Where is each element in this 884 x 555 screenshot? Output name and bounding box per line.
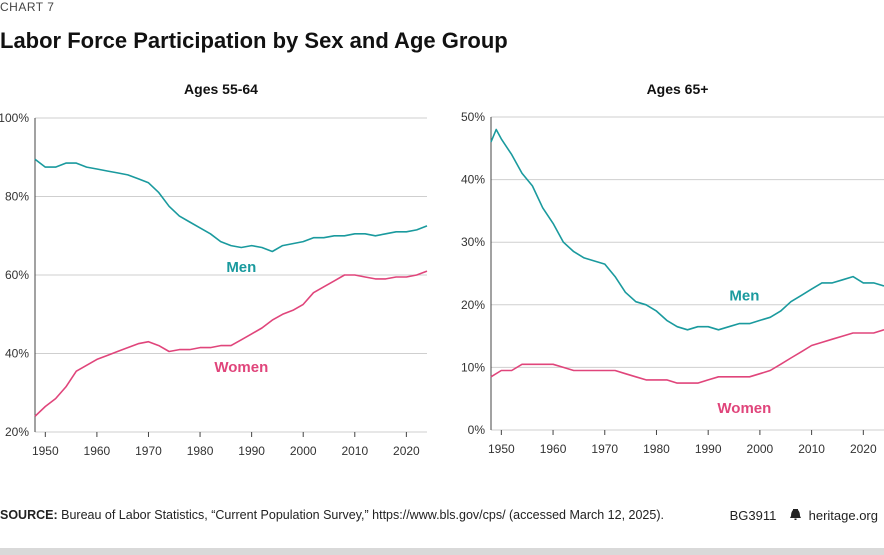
y-tick-label: 80%	[5, 190, 29, 204]
report-id: BG3911	[729, 508, 777, 523]
series-label-men: Men	[729, 287, 759, 304]
y-tick-label: 40%	[461, 173, 485, 187]
x-tick-label: 1950	[488, 442, 515, 456]
series-line-women	[34, 270, 428, 417]
x-tick-label: 1960	[84, 444, 111, 458]
x-tick-label: 1970	[591, 442, 618, 456]
y-tick-label: 10%	[461, 360, 485, 374]
series-label-women: Women	[214, 359, 268, 376]
source-label: SOURCE:	[0, 508, 58, 522]
y-tick-label: 20%	[5, 425, 29, 439]
series-label-men: Men	[226, 259, 256, 276]
series-line-men	[490, 128, 884, 331]
series-line-men	[34, 158, 428, 253]
liberty-bell-icon	[789, 508, 801, 523]
x-tick-label: 1970	[135, 444, 162, 458]
chart-panel-2: Ages 65+ 0% 10% 20% 30% 40% 50% 1950 1960 1970 198…	[461, 81, 884, 456]
brand-block: BG3911 heritage.org	[730, 508, 878, 523]
chart-kicker: CHART 7	[0, 0, 55, 14]
charts-canvas: Ages 55-64 20% 40% 60% 80% 100% 1950 1960 1970 19…	[0, 81, 884, 458]
source-note: SOURCE: Bureau of Labor Statistics, “Cur…	[0, 508, 664, 522]
x-tick-label: 2010	[341, 444, 368, 458]
series-label-women: Women	[717, 400, 771, 417]
x-tick-label: 1950	[32, 444, 59, 458]
x-tick-label: 1980	[187, 444, 214, 458]
x-tick-label: 2000	[747, 442, 774, 456]
y-tick-label: 20%	[461, 298, 485, 312]
series-line-women	[490, 329, 884, 384]
chart-title: Labor Force Participation by Sex and Age…	[0, 28, 508, 53]
chart-panel-1: Ages 55-64 20% 40% 60% 80% 100% 1950 1960 1970 19…	[0, 81, 428, 458]
panel-title: Ages 55-64	[184, 81, 258, 97]
x-tick-label: 2000	[290, 444, 317, 458]
x-tick-label: 1960	[540, 442, 567, 456]
x-tick-label: 2010	[798, 442, 825, 456]
panel-title: Ages 65+	[647, 81, 709, 97]
source-text: Bureau of Labor Statistics, “Current Pop…	[57, 508, 664, 522]
site-link[interactable]: heritage.org	[808, 508, 878, 523]
y-tick-label: 0%	[468, 423, 486, 437]
x-tick-label: 2020	[393, 444, 420, 458]
y-tick-label: 30%	[461, 235, 485, 249]
y-tick-label: 60%	[5, 268, 29, 282]
y-tick-label: 50%	[461, 110, 485, 124]
y-tick-label: 40%	[5, 347, 29, 361]
bottom-bar	[0, 548, 884, 555]
x-tick-label: 1980	[643, 442, 670, 456]
y-tick-label: 100%	[0, 111, 29, 125]
x-tick-label: 1990	[695, 442, 722, 456]
x-tick-label: 2020	[850, 442, 877, 456]
x-tick-label: 1990	[238, 444, 265, 458]
